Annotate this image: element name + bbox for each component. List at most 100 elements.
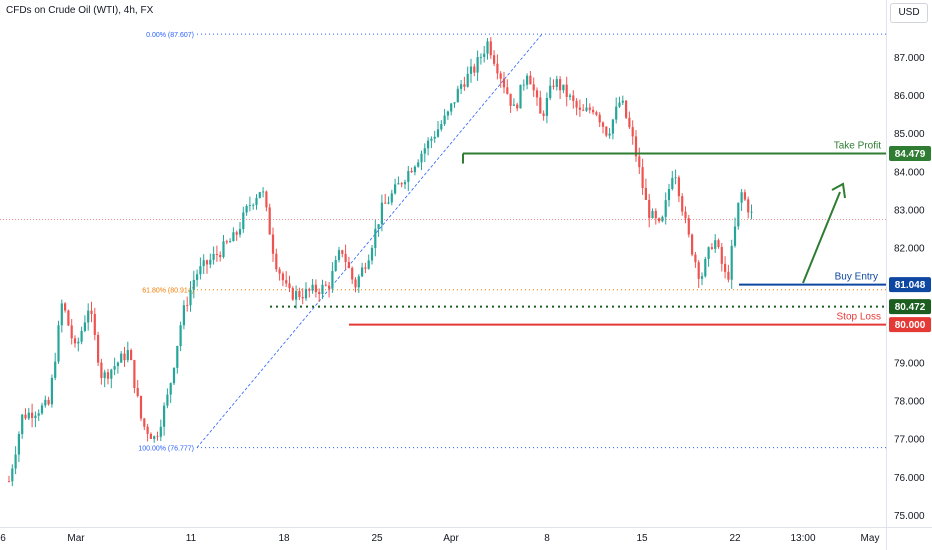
fib-level-label: 61.80% (80.914): [142, 288, 194, 295]
candle-body: [460, 84, 463, 89]
candle-body: [568, 95, 572, 97]
candle-body: [54, 361, 57, 378]
candle-body: [509, 93, 512, 106]
candle-body: [634, 136, 638, 157]
candle-body: [410, 170, 413, 173]
stop-loss-badge: [889, 317, 931, 333]
candle-body: [120, 353, 123, 363]
candle-body: [687, 218, 690, 235]
candle-body: [225, 241, 228, 243]
candle-body: [499, 73, 502, 79]
candle-body: [552, 85, 555, 87]
x-tick-label: 25: [371, 533, 383, 544]
candle-body: [357, 276, 360, 288]
candle-body: [720, 246, 723, 264]
candle-body: [301, 297, 304, 299]
candle-body: [374, 228, 377, 248]
candle-body: [60, 303, 63, 326]
candle-body: [311, 284, 314, 291]
candle-body: [328, 285, 331, 289]
candle-body: [189, 289, 192, 306]
candle-body: [483, 53, 486, 58]
stop-loss-label: Stop Loss: [837, 312, 881, 323]
candle-body: [268, 207, 271, 235]
candle-body: [420, 153, 423, 163]
y-tick-label: 79.000: [894, 358, 925, 369]
candle-body: [149, 433, 152, 439]
y-tick-label: 86.000: [894, 91, 925, 102]
candle-body: [526, 75, 529, 85]
candle-body: [47, 399, 50, 405]
candle-body: [172, 367, 176, 384]
candle-body: [83, 322, 86, 331]
y-tick-label: 78.000: [894, 396, 925, 407]
candle-body: [192, 279, 195, 290]
candle-body: [407, 170, 410, 183]
candle-body: [262, 191, 265, 193]
candle-body: [67, 310, 70, 326]
candle-body: [717, 240, 720, 247]
candle-body: [384, 202, 387, 204]
candle-body: [97, 334, 100, 363]
candle-body: [347, 262, 350, 268]
candle-body: [196, 274, 199, 280]
candle-body: [661, 216, 664, 222]
candle-body: [578, 107, 581, 110]
candle-body: [34, 415, 37, 419]
candle-body: [539, 97, 542, 114]
candle-body: [163, 405, 166, 427]
candle-body: [433, 136, 436, 139]
candle-body: [403, 182, 407, 185]
fib-trend-line: [196, 33, 543, 448]
candle-body: [278, 269, 281, 274]
candle-body: [486, 41, 489, 54]
candle-body: [469, 66, 473, 74]
y-tick-label: 85.000: [894, 129, 925, 140]
candle-body: [146, 426, 149, 434]
candle-body: [334, 260, 337, 271]
y-tick-label: 76.000: [894, 473, 925, 484]
candle-body: [598, 114, 601, 123]
candle-body: [625, 100, 628, 118]
candle-body: [281, 273, 284, 281]
candle-body: [153, 436, 156, 439]
candle-body: [169, 383, 172, 395]
take-profit-value: 84.479: [895, 149, 926, 160]
candle-body: [199, 266, 202, 275]
candle-body: [667, 188, 671, 201]
candle-body: [176, 345, 179, 368]
candle-body: [17, 434, 20, 455]
candle-body: [496, 63, 499, 74]
x-tick-label: 13:00: [790, 533, 815, 544]
x-tick-label: 18: [278, 533, 290, 544]
candle-body: [549, 85, 552, 98]
candle-body: [453, 102, 456, 104]
candle-body: [585, 107, 588, 111]
candle-body: [7, 481, 11, 482]
y-tick-label: 77.000: [894, 435, 925, 446]
candle-body: [473, 66, 476, 73]
candle-body: [641, 167, 644, 188]
fib-level-label: 100.00% (76.777): [138, 446, 194, 453]
candle-body: [265, 191, 268, 208]
candle-body: [11, 468, 14, 482]
candle-body: [50, 377, 53, 405]
candle-body: [456, 88, 459, 103]
candle-body: [750, 211, 753, 213]
candle-body: [14, 454, 17, 469]
candle-body: [493, 55, 496, 64]
candle-body: [229, 241, 232, 243]
candle-body: [133, 360, 136, 389]
candle-body: [489, 41, 492, 56]
candle-body: [44, 399, 47, 406]
candle-body: [704, 258, 707, 277]
candle-body: [611, 119, 614, 134]
x-tick-label: 15: [636, 533, 648, 544]
fib-level-label: 0.00% (87.607): [146, 32, 194, 39]
candle-body: [390, 193, 393, 203]
candle-body: [202, 260, 205, 267]
candle-body: [743, 192, 746, 200]
candle-body: [27, 412, 30, 419]
currency-selector[interactable]: USD: [890, 3, 928, 23]
